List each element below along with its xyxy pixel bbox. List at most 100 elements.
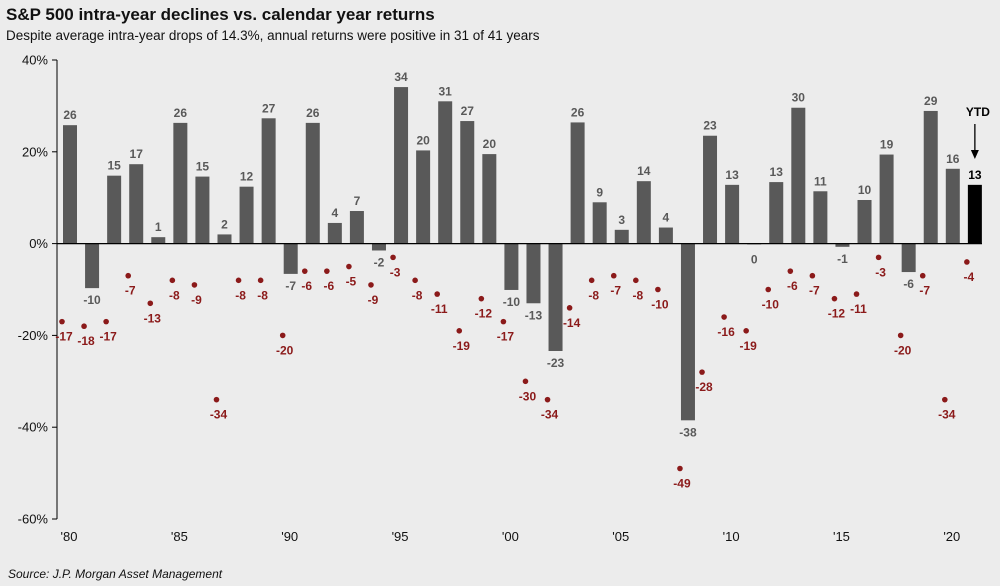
x-tick-label: '95: [392, 529, 409, 544]
decline-label: -7: [610, 284, 621, 298]
bar-value-label: 26: [571, 105, 585, 119]
bar: [504, 243, 519, 290]
y-tick-label: 20%: [22, 144, 48, 159]
bar: [769, 182, 784, 244]
bar-value-label: 7: [354, 194, 361, 208]
bar-value-label: 26: [306, 106, 320, 120]
bar: [548, 243, 563, 352]
decline-point: [235, 277, 242, 284]
decline-label: -19: [453, 339, 471, 353]
bar-value-label: 4: [331, 206, 338, 220]
bar-value-label: -7: [285, 279, 296, 293]
decline-point: [324, 268, 330, 274]
decline-label: -3: [875, 265, 886, 279]
decline-point: [103, 318, 109, 325]
bar: [901, 243, 916, 273]
bar: [217, 234, 232, 244]
decline-point: [765, 286, 772, 293]
bar: [703, 135, 718, 244]
decline-label: -8: [257, 288, 268, 302]
bar-value-label: 27: [461, 104, 475, 118]
decline-label: -34: [210, 408, 228, 422]
decline-label: -19: [739, 339, 757, 353]
decline-point: [831, 295, 838, 302]
decline-label: -30: [519, 389, 537, 403]
bar-value-label: 26: [63, 108, 77, 122]
bar-value-label: 20: [483, 137, 497, 151]
bar: [195, 176, 210, 244]
bar-value-label: 17: [130, 147, 144, 161]
bar: [349, 211, 364, 244]
bar-value-label: 19: [880, 138, 894, 152]
bar-value-label: 20: [416, 133, 430, 147]
bar: [923, 110, 938, 244]
decline-point: [942, 396, 948, 403]
bar: [857, 199, 872, 244]
bar: [394, 87, 409, 244]
bar-value-label: -10: [83, 293, 101, 307]
decline-label: -11: [850, 302, 867, 316]
x-tick-label: '85: [171, 529, 188, 544]
decline-point: [191, 282, 198, 288]
bar-value-label: 23: [703, 119, 717, 133]
bar-value-label: 10: [858, 183, 872, 197]
bar-value-label: 31: [439, 84, 453, 98]
decline-label: -8: [588, 288, 599, 302]
y-tick-label: 40%: [22, 53, 48, 68]
decline-point: [699, 369, 705, 375]
bar-value-label: 13: [968, 168, 982, 182]
decline-label: -12: [475, 307, 493, 321]
decline-point: [301, 268, 308, 274]
decline-label: -11: [431, 302, 448, 316]
bar: [614, 229, 629, 244]
bar-value-label: -13: [525, 308, 543, 322]
bar-value-label: 14: [637, 164, 651, 178]
decline-label: -20: [894, 343, 912, 357]
decline-point: [346, 263, 352, 270]
decline-label: -17: [99, 330, 117, 344]
decline-label: -4: [964, 270, 975, 284]
decline-label: -13: [144, 311, 162, 325]
chart-subtitle: Despite average intra-year drops of 14.3…: [6, 28, 540, 43]
decline-label: -9: [191, 293, 202, 307]
decline-point: [169, 277, 176, 284]
source-note: Source: J.P. Morgan Asset Management: [8, 567, 223, 581]
decline-point: [434, 291, 440, 297]
bar: [261, 118, 276, 244]
bar: [239, 186, 254, 244]
x-tick-label: '90: [281, 529, 298, 544]
bar: [438, 101, 453, 244]
decline-point: [59, 318, 65, 325]
decline-point: [213, 396, 220, 403]
decline-point: [147, 300, 154, 307]
decline-label: -14: [563, 316, 581, 330]
bar: [945, 168, 960, 244]
bar-value-label: 9: [596, 185, 603, 199]
decline-label: -5: [346, 275, 357, 289]
bar-value-label: 15: [196, 160, 210, 174]
decline-label: -16: [717, 325, 735, 339]
bar-value-label: -1: [837, 252, 848, 266]
decline-point: [787, 268, 794, 274]
bar: [107, 175, 122, 244]
decline-point: [500, 318, 507, 325]
bar-value-label: -6: [903, 277, 914, 291]
decline-label: -12: [828, 307, 846, 321]
bar: [327, 222, 342, 244]
decline-point: [588, 277, 595, 284]
chart-marks: 40%20%0%-20%-40%-60%26-1015171261521227-…: [18, 53, 991, 545]
decline-label: -10: [651, 298, 669, 312]
bar: [680, 243, 695, 421]
decline-label: -10: [762, 298, 780, 312]
decline-label: -3: [390, 265, 401, 279]
bar: [658, 227, 673, 244]
decline-point: [478, 295, 485, 302]
bar: [416, 150, 431, 244]
bar: [129, 164, 144, 244]
x-tick-label: '05: [612, 529, 629, 544]
bar-value-label: 13: [725, 168, 739, 182]
decline-point: [875, 254, 882, 261]
decline-point: [633, 277, 639, 284]
decline-point: [809, 272, 816, 279]
bar: [173, 122, 188, 244]
